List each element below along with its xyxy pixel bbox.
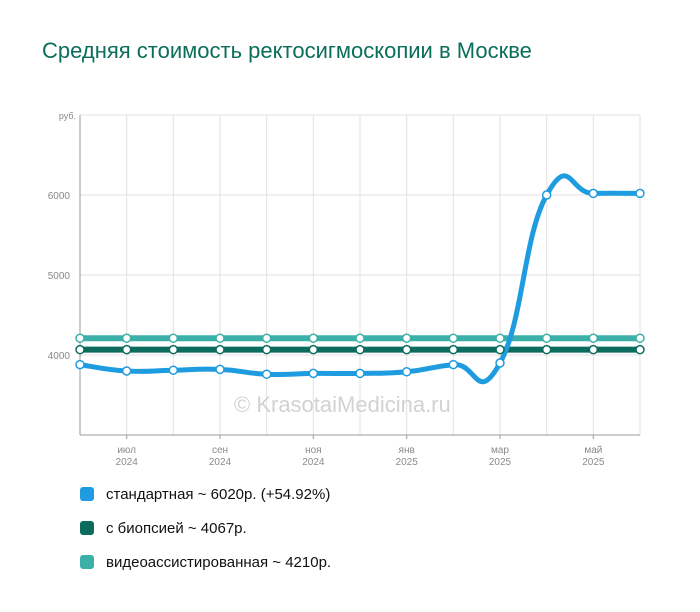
data-point: [168, 333, 179, 343]
data-point: [588, 344, 599, 355]
legend-label: видеоассистированная ~ 4210р.: [106, 553, 332, 571]
data-point: [121, 344, 132, 355]
data-point: [308, 344, 319, 355]
legend-label: с биопсией ~ 4067р.: [106, 519, 247, 537]
data-point: [541, 344, 552, 355]
data-point: [635, 188, 645, 199]
data-point: [121, 333, 132, 343]
data-point: [121, 366, 132, 376]
data-point: [541, 333, 552, 343]
x-tick-label-month: сен: [212, 445, 228, 456]
x-tick-label-month: май: [584, 445, 602, 456]
x-tick-label-month: мар: [491, 445, 509, 456]
data-point: [448, 333, 459, 343]
x-tick-label-month: янв: [399, 445, 415, 456]
data-point: [261, 369, 272, 379]
axes: 400050006000руб.июл2024сен2024ноя2024янв…: [48, 111, 640, 468]
legend-swatch: [80, 487, 94, 501]
legend-item: с биопсией ~ 4067р.: [80, 518, 331, 538]
data-point: [75, 344, 85, 355]
grid: [80, 114, 641, 435]
data-point: [308, 333, 319, 343]
y-unit-label: руб.: [59, 111, 76, 121]
x-tick-label-year: 2025: [489, 457, 512, 468]
data-point: [75, 333, 85, 343]
data-point: [168, 344, 179, 355]
data-point: [308, 368, 319, 379]
data-point: [635, 344, 645, 355]
legend-swatch: [80, 521, 94, 535]
data-point: [495, 358, 505, 368]
watermark: © KrasotaiMedicina.ru: [234, 392, 451, 417]
data-point: [75, 359, 85, 370]
data-point: [261, 333, 272, 343]
x-tick-label-year: 2025: [396, 457, 419, 468]
y-tick-label: 5000: [48, 271, 71, 282]
data-point: [401, 344, 412, 355]
x-tick-label-year: 2024: [116, 457, 139, 468]
data-point: [215, 333, 225, 343]
data-point: [355, 368, 365, 379]
legend-swatch: [80, 555, 94, 569]
legend-item: стандартная ~ 6020р. (+54.92%): [80, 484, 331, 504]
data-point: [261, 344, 272, 355]
points-layer: [75, 188, 645, 379]
data-point: [401, 333, 412, 343]
data-point: [355, 333, 365, 343]
data-point: [588, 188, 599, 199]
data-point: [215, 344, 225, 355]
x-tick-label-year: 2024: [209, 457, 232, 468]
legend-label: стандартная ~ 6020р. (+54.92%): [106, 485, 331, 503]
data-point: [448, 359, 459, 370]
x-tick-label-year: 2024: [302, 457, 325, 468]
data-point: [541, 190, 552, 200]
x-tick-label-month: июл: [117, 445, 136, 456]
x-tick-label-month: ноя: [305, 445, 322, 456]
data-point: [495, 344, 505, 355]
legend-item: видеоассистированная ~ 4210р.: [80, 552, 331, 572]
line-chart: 400050006000руб.июл2024сен2024ноя2024янв…: [48, 111, 645, 468]
data-point: [448, 344, 459, 355]
data-point: [168, 365, 179, 375]
data-point: [588, 333, 599, 343]
data-point: [401, 367, 412, 377]
x-tick-label-year: 2025: [582, 457, 605, 468]
data-point: [215, 364, 225, 375]
y-tick-label: 4000: [48, 351, 71, 362]
data-point: [635, 333, 645, 343]
chart-title: Средняя стоимость ректосигмоскопии в Мос…: [42, 38, 532, 63]
y-tick-label: 6000: [48, 191, 71, 202]
data-point: [495, 333, 505, 343]
legend: стандартная ~ 6020р. (+54.92%) с биопсией…: [80, 484, 331, 586]
data-point: [355, 344, 365, 355]
